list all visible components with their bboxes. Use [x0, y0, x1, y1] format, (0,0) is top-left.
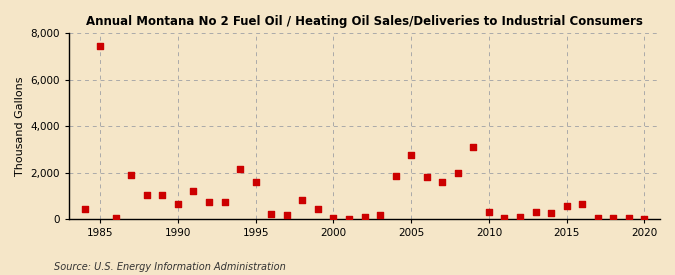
Point — [219, 199, 230, 204]
Point — [577, 202, 588, 206]
Point — [624, 216, 634, 221]
Y-axis label: Thousand Gallons: Thousand Gallons — [15, 76, 25, 176]
Point — [188, 189, 199, 193]
Title: Annual Montana No 2 Fuel Oil / Heating Oil Sales/Deliveries to Industrial Consum: Annual Montana No 2 Fuel Oil / Heating O… — [86, 15, 643, 28]
Point — [499, 216, 510, 221]
Point — [483, 210, 494, 215]
Point — [546, 211, 557, 215]
Point — [514, 215, 525, 219]
Point — [157, 192, 168, 197]
Point — [204, 199, 215, 204]
Point — [437, 180, 448, 184]
Point — [79, 207, 90, 211]
Point — [562, 204, 572, 208]
Point — [452, 171, 463, 175]
Point — [359, 215, 370, 219]
Point — [406, 153, 416, 157]
Point — [390, 174, 401, 178]
Point — [313, 206, 323, 211]
Point — [250, 180, 261, 184]
Point — [468, 145, 479, 149]
Point — [421, 175, 432, 179]
Point — [110, 216, 121, 221]
Point — [639, 216, 650, 221]
Point — [344, 216, 354, 221]
Point — [608, 216, 619, 221]
Point — [142, 192, 153, 197]
Point — [593, 216, 603, 220]
Point — [297, 198, 308, 203]
Point — [281, 213, 292, 217]
Point — [126, 173, 136, 177]
Point — [266, 212, 277, 216]
Point — [375, 213, 385, 218]
Point — [328, 216, 339, 221]
Point — [95, 44, 105, 48]
Text: Source: U.S. Energy Information Administration: Source: U.S. Energy Information Administ… — [54, 262, 286, 272]
Point — [173, 202, 184, 206]
Point — [235, 167, 246, 171]
Point — [530, 210, 541, 214]
